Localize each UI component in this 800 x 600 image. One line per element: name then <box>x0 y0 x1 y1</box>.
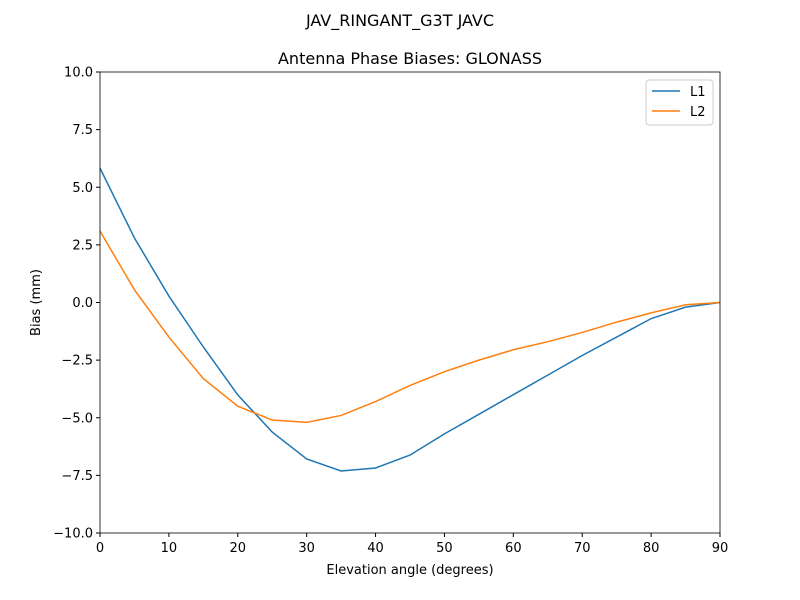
x-tick-label: 30 <box>298 541 315 556</box>
x-tick-label: 20 <box>230 541 247 556</box>
series-line-l1 <box>99 167 721 472</box>
y-tick-label: −7.5 <box>61 469 93 484</box>
legend-label-l2: L2 <box>690 105 706 120</box>
y-tick-label: 0.0 <box>72 296 93 311</box>
axes-frame <box>99 71 721 534</box>
series-line-l2 <box>99 230 721 424</box>
y-tick-label: 5.0 <box>72 181 93 196</box>
y-tick-label: −10.0 <box>53 527 93 542</box>
x-tick-label: 70 <box>574 541 591 556</box>
x-tick-label: 80 <box>643 541 660 556</box>
y-axis-label: Bias (mm) <box>29 269 44 336</box>
y-tick-label: −2.5 <box>61 354 93 369</box>
x-tick-label: 50 <box>436 541 453 556</box>
y-tick-label: −5.0 <box>61 411 93 426</box>
x-tick-label: 90 <box>712 541 729 556</box>
y-tick-label: 2.5 <box>72 238 93 253</box>
x-axis-label: Elevation angle (degrees) <box>326 563 493 578</box>
x-tick-label: 0 <box>96 541 104 556</box>
chart-title: Antenna Phase Biases: GLONASS <box>278 49 542 68</box>
figure-title: JAV_RINGANT_G3T JAVC <box>305 11 494 31</box>
legend-label-l1: L1 <box>690 85 706 100</box>
y-tick-label: 7.5 <box>72 123 93 138</box>
x-tick-label: 60 <box>505 541 522 556</box>
x-tick-label: 10 <box>161 541 178 556</box>
y-tick-label: 10.0 <box>64 66 93 81</box>
x-tick-label: 40 <box>367 541 384 556</box>
